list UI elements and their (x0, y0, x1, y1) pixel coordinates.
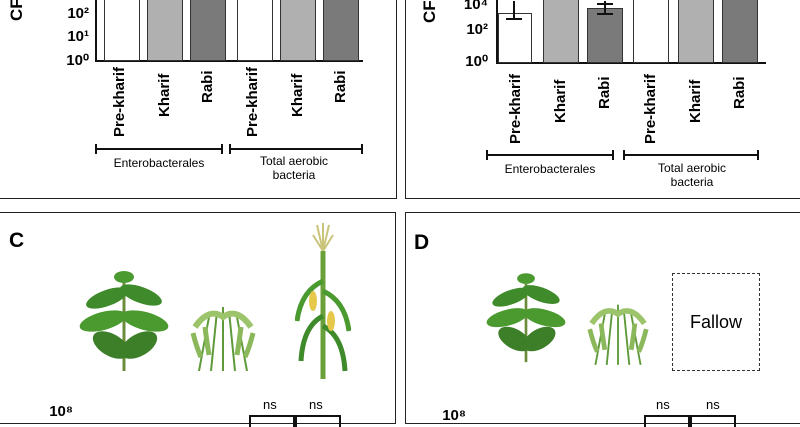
error-cap (506, 18, 522, 20)
x-axis-line (496, 62, 766, 64)
sesame-plant-illustration (79, 271, 169, 371)
x-tick-label: Pre-kharif (244, 66, 261, 137)
x-tick-label: Rabi (199, 70, 216, 103)
group-bracket (229, 144, 363, 154)
y-tick: 10⁸ (49, 403, 73, 420)
x-tick-label: Kharif (552, 79, 569, 123)
sesame-plant-illustration (486, 273, 566, 363)
x-tick-label: Pre-kharif (642, 73, 659, 144)
group-label-total: Total aerobic bacteria (657, 161, 727, 189)
maize-plant-illustration (295, 223, 351, 379)
millet-plant-illustration (190, 307, 256, 372)
x-axis-line (95, 60, 363, 62)
panel-c: C ns ns 10⁸ (0, 212, 396, 427)
group-bracket (95, 144, 223, 154)
significance-bracket (690, 415, 736, 427)
bar-rabi-total (323, 0, 359, 61)
y-tick: 10² (67, 5, 89, 22)
bar-kharif-total (678, 0, 714, 63)
x-tick-label: Pre-kharif (507, 73, 524, 144)
ns-label: ns (656, 397, 670, 412)
millet-plant-illustration (587, 304, 649, 366)
y-tick: 10⁰ (465, 53, 488, 70)
x-tick-label: Kharif (687, 79, 704, 123)
panel-d: D Fallow ns ns 10⁸ (405, 212, 800, 427)
bar-prekharif-total (633, 0, 669, 63)
group-bracket (486, 150, 614, 160)
significance-bracket (249, 415, 295, 427)
y-tick: 10⁴ (463, 0, 488, 13)
bar-rabi-total (722, 0, 758, 63)
fallow-box: Fallow (672, 273, 760, 371)
panel-a: CF 10² 10¹ 10⁰ Pre-kharif Kharif Rabi Pr… (0, 0, 397, 199)
y-tick: 10⁸ (442, 407, 466, 424)
group-label-entero: Enterobacterales (113, 156, 205, 170)
bar-rabi-entero (190, 0, 226, 61)
bar-kharif-entero (543, 0, 579, 63)
bar-prekharif-total (237, 0, 273, 61)
error-bar (513, 1, 515, 19)
ns-label: ns (706, 397, 720, 412)
bar-prekharif-entero (104, 0, 140, 61)
group-label-entero: Enterobacterales (504, 162, 596, 176)
y-axis-line (496, 0, 498, 63)
x-tick-label: Rabi (731, 76, 748, 109)
group-bracket (623, 150, 759, 160)
panel-b: CF 10⁴ 10² 10⁰ Pre-kharif Kharif Rabi Pr… (405, 0, 800, 199)
y-tick: 10⁰ (66, 52, 89, 69)
error-cap (597, 13, 613, 15)
x-tick-label: Kharif (289, 73, 306, 117)
y-tick: 10² (466, 21, 488, 38)
bar-kharif-total (280, 0, 316, 61)
bar-prekharif-entero (498, 13, 532, 63)
y-axis-line (95, 0, 97, 61)
x-tick-label: Kharif (156, 73, 173, 117)
significance-bracket (644, 415, 690, 427)
group-label-total: Total aerobic bacteria (259, 154, 329, 182)
x-tick-label: Rabi (596, 76, 613, 109)
ns-label: ns (309, 397, 323, 412)
error-cap (597, 3, 613, 5)
significance-bracket (295, 415, 341, 427)
bar-rabi-entero (587, 8, 623, 63)
panel-letter: D (414, 231, 430, 254)
error-bar (604, 1, 606, 15)
x-tick-label: Rabi (332, 70, 349, 103)
ns-label: ns (263, 397, 277, 412)
panel-letter: C (9, 229, 25, 252)
y-axis-label: CF (7, 0, 26, 21)
y-tick: 10¹ (67, 28, 89, 45)
x-tick-label: Pre-kharif (111, 66, 128, 137)
bar-kharif-entero (147, 0, 183, 61)
